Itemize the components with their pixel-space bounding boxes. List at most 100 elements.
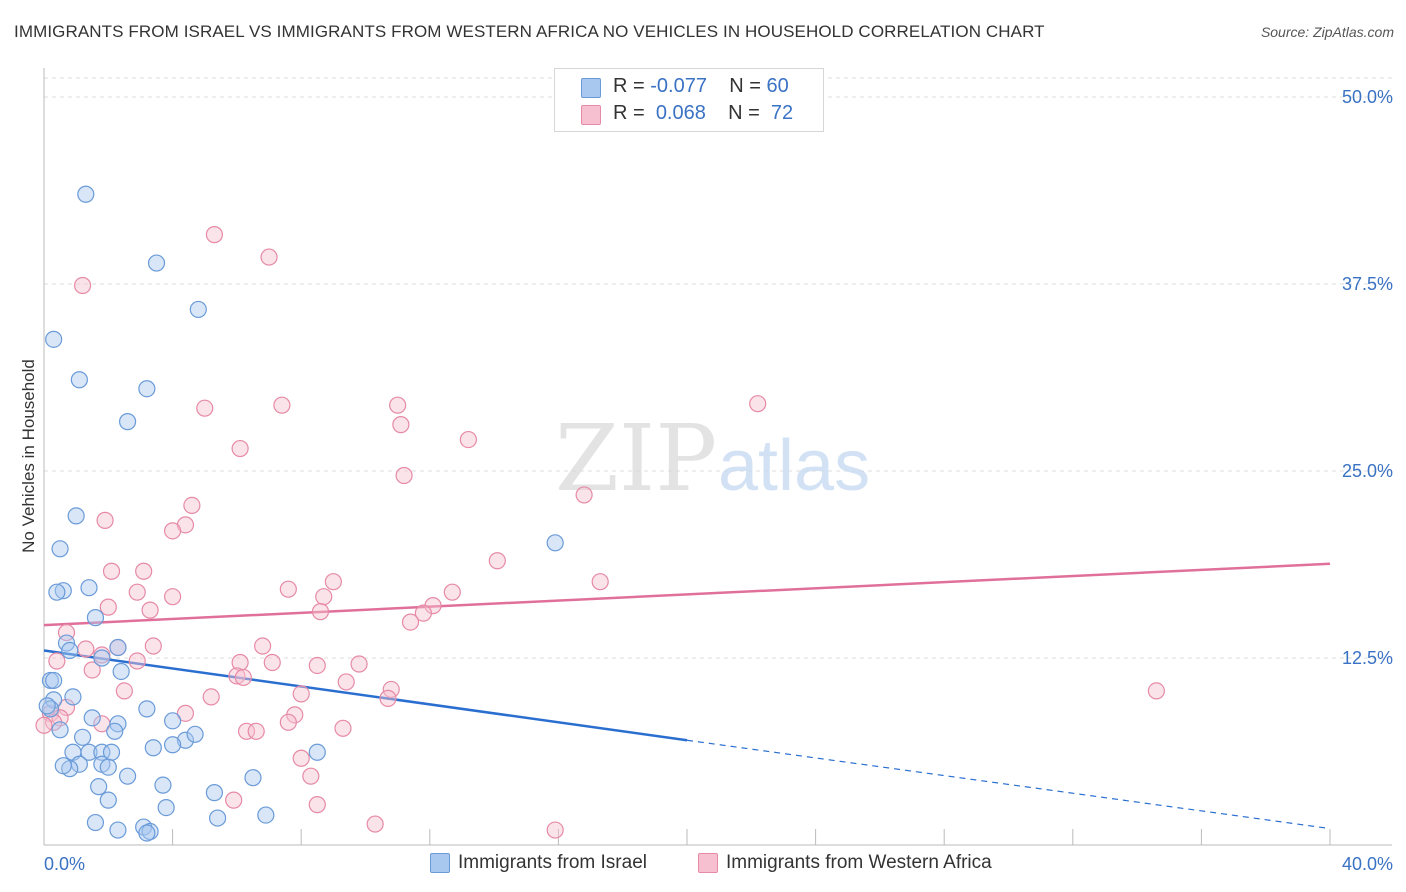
point-israel <box>112 662 130 681</box>
point-israel <box>164 736 182 754</box>
point-western-africa <box>99 598 117 616</box>
point-western-africa <box>315 588 333 606</box>
bottom-legend-swatch-israel <box>430 853 450 873</box>
point-western-africa <box>48 652 66 670</box>
point-israel <box>244 769 262 787</box>
x-tick-label: 0.0% <box>44 854 85 874</box>
point-western-africa <box>308 656 326 675</box>
point-israel <box>45 691 63 709</box>
legend-n-value: 60 <box>766 75 789 97</box>
point-western-africa <box>254 637 272 655</box>
point-israel <box>93 743 111 761</box>
point-israel <box>73 728 92 746</box>
x-tick-label: 40.0% <box>1342 854 1393 874</box>
point-israel <box>99 758 117 776</box>
legend-swatch-israel <box>581 78 601 98</box>
point-israel <box>147 254 166 272</box>
point-israel <box>138 824 156 842</box>
point-israel <box>138 380 156 398</box>
point-israel <box>157 798 175 817</box>
correlation-legend: R = -0.077 N = 60 R = 0.068 N = 72 <box>554 68 824 132</box>
point-western-africa <box>366 815 384 833</box>
point-western-africa <box>308 796 326 814</box>
watermark: ZIP atlas <box>555 405 870 512</box>
point-western-africa <box>389 396 407 414</box>
y-tick-label: 12.5% <box>1342 648 1393 668</box>
point-western-africa <box>96 511 114 529</box>
point-israel <box>118 413 137 431</box>
point-israel <box>90 778 108 796</box>
point-israel <box>83 709 101 727</box>
point-israel <box>61 641 79 660</box>
point-western-africa <box>247 722 265 740</box>
point-israel <box>51 540 69 558</box>
point-israel <box>54 757 72 775</box>
axes <box>43 68 1392 846</box>
point-western-africa <box>228 667 246 685</box>
legend-r-value: 0.068 <box>655 102 706 124</box>
point-israel <box>77 185 95 203</box>
point-western-africa <box>128 652 146 670</box>
point-western-africa <box>1147 682 1165 700</box>
legend-n-value: 72 <box>770 102 794 124</box>
point-western-africa <box>546 821 564 839</box>
point-israel <box>118 767 137 785</box>
point-israel <box>80 579 98 597</box>
point-israel <box>164 712 182 730</box>
y-tick-label: 37.5% <box>1342 274 1393 294</box>
point-israel <box>70 371 88 389</box>
point-western-africa <box>77 640 95 658</box>
point-israel <box>109 821 127 839</box>
point-israel <box>86 609 105 627</box>
point-western-africa <box>395 466 413 485</box>
y-tick-label: 50.0% <box>1342 87 1393 107</box>
point-western-africa <box>35 716 53 734</box>
y-tick-label: 25.0% <box>1342 461 1393 481</box>
legend-swatch-western-africa <box>581 105 601 125</box>
point-western-africa <box>135 562 153 580</box>
point-western-africa <box>205 226 223 244</box>
point-western-africa <box>302 767 320 785</box>
point-western-africa <box>196 399 214 417</box>
point-western-africa <box>73 276 92 295</box>
watermark-zip: ZIP <box>555 405 717 512</box>
point-israel <box>189 300 207 319</box>
point-israel <box>38 697 56 715</box>
point-western-africa <box>292 685 310 703</box>
point-western-africa <box>176 704 195 722</box>
point-western-africa <box>225 791 243 809</box>
y-axis-label: No Vehicles in Household <box>19 359 38 553</box>
bottom-legend-label-western-africa: Immigrants from Western Africa <box>726 852 992 873</box>
point-western-africa <box>231 439 249 458</box>
trend-line-israel-extension <box>686 739 1331 830</box>
point-western-africa <box>414 604 432 622</box>
point-israel <box>109 638 127 657</box>
bottom-legend-swatch-western-africa <box>698 853 718 873</box>
point-israel <box>86 813 105 832</box>
point-western-africa <box>382 680 400 699</box>
point-israel <box>106 722 124 740</box>
legend-r-label: R = <box>613 102 645 124</box>
bottom-legend-label-israel: Immigrants from Israel <box>458 852 647 873</box>
point-israel <box>99 791 117 809</box>
point-western-africa <box>488 552 506 570</box>
watermark-atlas: atlas <box>718 426 870 506</box>
point-western-africa <box>102 562 121 580</box>
point-israel <box>138 700 156 718</box>
point-israel <box>308 743 326 761</box>
point-western-africa <box>749 395 767 413</box>
point-western-africa <box>279 580 297 598</box>
point-western-africa <box>273 396 291 414</box>
point-western-africa <box>128 583 146 601</box>
point-israel <box>45 330 63 348</box>
point-western-africa <box>164 522 182 540</box>
point-western-africa <box>279 713 297 731</box>
point-western-africa <box>260 248 278 266</box>
point-western-africa <box>591 573 609 591</box>
point-western-africa <box>311 603 330 621</box>
point-israel <box>205 784 223 802</box>
point-western-africa <box>292 749 310 767</box>
data-points <box>35 185 1165 842</box>
point-israel <box>93 649 111 667</box>
point-western-africa <box>350 655 368 673</box>
